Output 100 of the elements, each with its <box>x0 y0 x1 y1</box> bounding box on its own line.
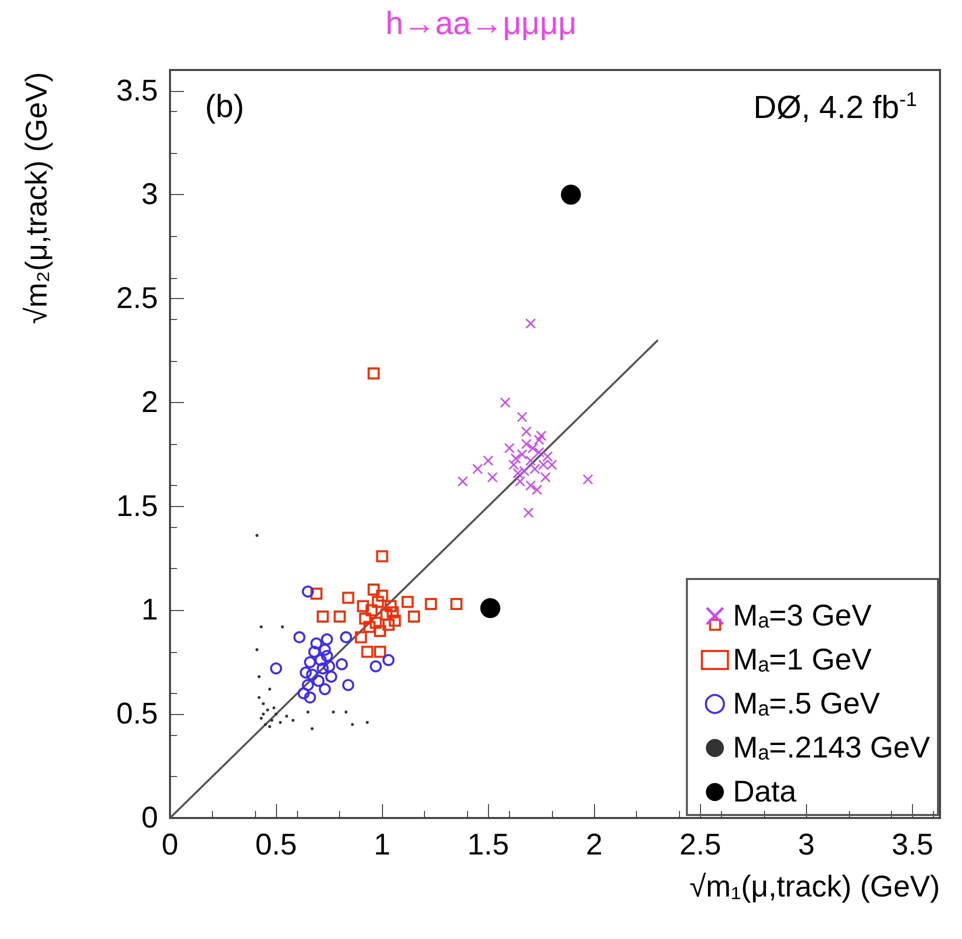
point <box>359 612 372 625</box>
point <box>272 706 276 710</box>
point <box>534 434 544 445</box>
point <box>318 644 331 656</box>
point <box>370 616 382 629</box>
point <box>285 714 288 718</box>
point <box>546 460 557 470</box>
x-axis-title: √m₁(μ,track) (GeV) <box>689 870 940 904</box>
point <box>388 614 401 627</box>
point <box>306 710 310 714</box>
point <box>361 646 374 658</box>
point <box>382 654 394 666</box>
annotation: (b) <box>205 88 244 124</box>
point <box>487 472 498 482</box>
point <box>298 687 310 700</box>
point <box>376 550 388 562</box>
point <box>316 610 329 622</box>
point <box>325 670 338 683</box>
point <box>336 658 348 670</box>
point <box>542 451 553 462</box>
point <box>519 466 530 476</box>
legend-label: Mₐ=3 GeV <box>732 600 872 632</box>
point <box>342 592 354 604</box>
point <box>363 620 376 633</box>
y-tick-label: 1.5 <box>116 490 158 523</box>
point <box>528 443 538 454</box>
point <box>480 598 500 618</box>
legend-label: Mₐ=1 GeV <box>732 644 872 676</box>
point <box>342 679 354 692</box>
y-tick-label: 1 <box>141 594 158 627</box>
y-tick-label: 3 <box>141 178 158 212</box>
point <box>504 443 514 454</box>
point <box>316 662 329 674</box>
y-tick-label: 2 <box>141 386 158 419</box>
point <box>368 367 380 380</box>
point <box>323 660 336 672</box>
point <box>450 598 462 610</box>
point <box>534 447 544 458</box>
y-tick-label: 3.5 <box>116 74 158 108</box>
point <box>302 679 314 692</box>
point <box>306 668 318 681</box>
x-tick-label: 1 <box>374 828 390 862</box>
point <box>380 608 392 620</box>
point <box>304 691 316 704</box>
point <box>472 464 483 474</box>
point <box>515 476 525 486</box>
y-tick-label: 0 <box>141 802 158 834</box>
point <box>526 480 536 491</box>
point <box>510 454 521 464</box>
point <box>517 412 528 422</box>
point <box>293 631 306 644</box>
point <box>368 583 380 596</box>
chart-title: h→aa→μμμμ <box>385 5 577 41</box>
point <box>354 631 367 644</box>
point <box>370 660 382 672</box>
point <box>376 590 388 602</box>
point <box>538 460 548 470</box>
point <box>310 637 322 650</box>
point <box>560 184 581 205</box>
point <box>709 618 722 631</box>
point <box>268 725 272 728</box>
y-axis-title: √m₂(μ,track) (GeV) <box>20 72 54 324</box>
legend-label: Data <box>732 776 797 808</box>
point <box>521 439 532 449</box>
point <box>424 598 437 610</box>
point <box>386 606 399 618</box>
point <box>308 646 320 658</box>
point <box>532 484 542 495</box>
x-tick-label: 0 <box>162 828 178 862</box>
point <box>512 468 523 478</box>
point <box>540 472 550 482</box>
point <box>314 654 327 666</box>
point <box>262 712 265 716</box>
point <box>350 723 354 726</box>
point <box>500 397 510 408</box>
point <box>384 600 397 612</box>
point <box>374 625 386 637</box>
point <box>300 666 312 679</box>
point <box>318 683 331 696</box>
legend-label: Mₐ=.5 GeV <box>732 688 880 720</box>
point <box>366 604 378 616</box>
x-tick-label: 3.5 <box>892 828 934 862</box>
point <box>402 596 414 608</box>
x-tick-label: 2.5 <box>679 828 722 862</box>
point <box>508 460 519 470</box>
point <box>262 702 265 706</box>
x-tick-label: 3 <box>798 828 815 862</box>
point <box>523 508 534 518</box>
point <box>255 534 258 537</box>
point <box>260 716 263 720</box>
point <box>310 727 314 730</box>
point <box>255 648 258 652</box>
point <box>310 588 322 600</box>
point <box>357 600 370 612</box>
point <box>517 449 528 460</box>
point <box>270 718 274 722</box>
point <box>302 586 314 598</box>
point <box>374 646 386 658</box>
legend-label: Mₐ=.2143 GeV <box>732 732 930 764</box>
point <box>278 720 282 724</box>
